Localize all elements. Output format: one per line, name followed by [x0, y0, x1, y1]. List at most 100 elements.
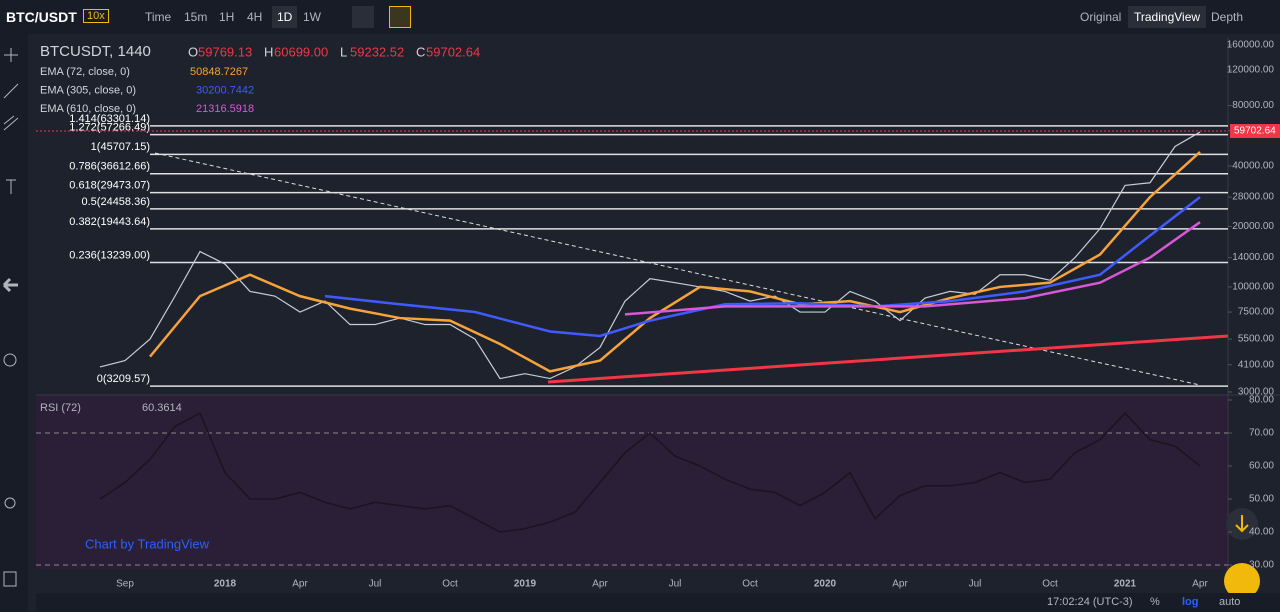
text-icon[interactable]: [6, 179, 16, 194]
fib-label: 1(45707.15): [91, 141, 150, 153]
y-tick-label: 160000.00: [1227, 40, 1275, 51]
fib-icon[interactable]: [3, 115, 19, 131]
log-toggle[interactable]: log: [1182, 596, 1199, 608]
auto-toggle[interactable]: auto: [1219, 596, 1240, 608]
trendline: [154, 152, 1201, 386]
x-tick-label: Sep: [116, 579, 134, 590]
leverage[interactable]: 10x: [83, 9, 109, 23]
fib-label: 0.786(36612.66): [69, 161, 150, 173]
chart: 17:02:24 (UTC-3) % log auto Chart by Tra…: [2, 38, 1280, 612]
view-tab[interactable]: Depth: [1211, 10, 1244, 24]
y-tick-label: 10000.00: [1232, 282, 1274, 293]
ohlc-value: 59769.13: [198, 44, 252, 59]
x-tick-label: Oct: [742, 579, 758, 590]
scroll-icon: [1235, 515, 1249, 533]
x-tick-label: Apr: [292, 579, 308, 590]
fib-label: 0(3209.57): [97, 373, 150, 385]
y-tick-label: 20000.00: [1232, 221, 1274, 232]
fib-label: 1.272(57266.49): [69, 122, 150, 134]
line-icon[interactable]: [3, 83, 19, 99]
watermark[interactable]: Chart by TradingView: [85, 536, 210, 551]
tool-icons: [2, 48, 19, 587]
x-tick-label: Oct: [1042, 579, 1058, 590]
ohlc-key: L: [340, 44, 347, 59]
view-tab-active[interactable]: TradingView: [1128, 6, 1207, 28]
price-line: [99, 131, 1201, 380]
trash-icon[interactable]: [3, 571, 17, 587]
x-tick-label: Oct: [442, 579, 458, 590]
view-tab[interactable]: Original: [1080, 10, 1122, 24]
y-tick-label: 40000.00: [1232, 161, 1274, 172]
fib-label: 0.382(19443.64): [69, 216, 150, 228]
y-tick-label: 4100.00: [1238, 359, 1275, 370]
interval[interactable]: 15m: [184, 10, 208, 24]
interval[interactable]: 1W: [303, 10, 321, 24]
y-tick-label: 28000.00: [1232, 192, 1274, 203]
x-tick-label: Apr: [1192, 579, 1208, 590]
fib-label: 0.5(24458.36): [82, 196, 151, 208]
back-icon[interactable]: [2, 277, 18, 293]
y-tick-label: 5500.00: [1238, 334, 1275, 345]
zoom-icon[interactable]: [3, 353, 17, 367]
rsi-tick-label: 70.00: [1249, 428, 1274, 439]
rsi-tick-label: 80.00: [1249, 395, 1274, 406]
trendline: [547, 334, 1229, 384]
interval[interactable]: 4H: [247, 10, 263, 24]
ohlc-key: O: [188, 44, 198, 59]
study-value: 30200.7442: [196, 84, 254, 96]
indicator-button[interactable]: [389, 6, 411, 28]
ema-line: [149, 150, 1201, 373]
y-tick-label: 80000.00: [1232, 100, 1274, 111]
settings-button[interactable]: [352, 6, 374, 28]
y-tick-label: 14000.00: [1232, 252, 1274, 263]
crosshair-icon[interactable]: [4, 48, 18, 62]
study-value: 50848.7267: [190, 66, 248, 78]
clock: 17:02:24 (UTC-3): [1047, 596, 1133, 608]
rsi-tick-label: 60.00: [1249, 461, 1274, 472]
chat-button[interactable]: [1224, 563, 1260, 599]
top-toolbar: BTC/USDT 10x Time 15m 1H 4H 1D 1W Origin…: [0, 0, 1280, 34]
ohlc-value: 59232.52: [350, 44, 404, 59]
symbol[interactable]: BTC/USDT: [6, 9, 77, 25]
interval[interactable]: Time: [145, 10, 172, 24]
percent-toggle[interactable]: %: [1150, 596, 1160, 608]
eye-icon[interactable]: [4, 497, 16, 509]
study-value: 21316.5918: [196, 103, 254, 115]
ema-line: [324, 196, 1201, 338]
fib-label: 0.236(13239.00): [69, 249, 150, 261]
rsi-panel: [36, 395, 1228, 569]
last-price-label: 59702.64: [1234, 126, 1276, 137]
interval-active[interactable]: 1D: [272, 6, 298, 28]
drawing-toolbar: [0, 34, 28, 612]
study-name: EMA (305, close, 0): [40, 84, 136, 96]
fib-label: 1.414(63301.14): [69, 113, 150, 125]
rsi-label: RSI (72): [40, 402, 81, 414]
x-tick-label: Apr: [892, 579, 908, 590]
status-bar: [36, 593, 1280, 612]
rsi-tick-label: 40.00: [1249, 527, 1274, 538]
x-tick-label: Apr: [592, 579, 608, 590]
ema-line: [624, 221, 1201, 316]
last-price-tag: [1230, 124, 1280, 139]
ohlc-value: 59702.64: [426, 44, 480, 59]
interval[interactable]: 1H: [219, 10, 235, 24]
rsi-tick-label: 30.00: [1249, 560, 1274, 571]
x-tick-label: 2019: [514, 579, 537, 590]
ohlc-key: C: [416, 44, 425, 59]
ohlc-value: 60699.00: [274, 44, 328, 59]
x-tick-label: Jul: [969, 579, 982, 590]
x-tick-label: Jul: [369, 579, 382, 590]
y-tick-label: 3000.00: [1238, 387, 1275, 398]
y-tick-label: 7500.00: [1238, 307, 1275, 318]
legend-symbol: BTCUSDT, 1440: [40, 43, 151, 60]
rsi-line: [99, 412, 1201, 533]
x-tick-label: 2020: [814, 579, 837, 590]
y-tick-label: 120000.00: [1227, 65, 1275, 76]
study-name: EMA (72, close, 0): [40, 66, 130, 78]
rsi-tick-label: 50.00: [1249, 494, 1274, 505]
x-tick-label: 2018: [214, 579, 237, 590]
ohlc-key: H: [264, 44, 273, 59]
fib-label: 0.618(29473.07): [69, 180, 150, 192]
rsi-value: 60.3614: [142, 402, 182, 414]
